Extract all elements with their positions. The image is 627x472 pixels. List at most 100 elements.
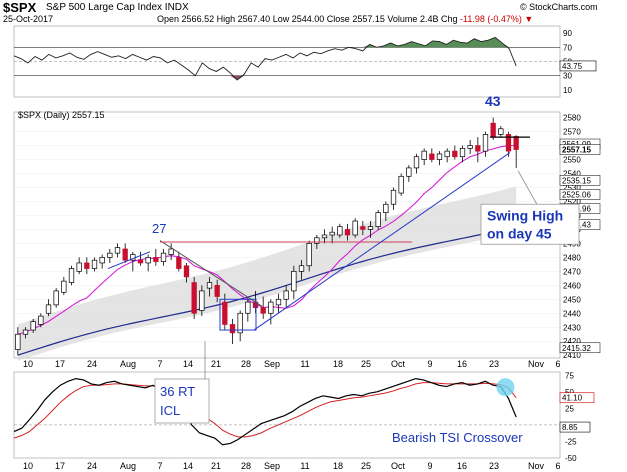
candle — [91, 257, 98, 272]
candle — [344, 223, 351, 241]
tsi-x-label: 11 — [300, 461, 309, 471]
price-badge-label: 2535.15 — [562, 176, 591, 185]
candle-body — [360, 226, 366, 230]
candle-body — [459, 147, 466, 158]
candle-body — [145, 257, 151, 264]
tsi-tick-label: 75 — [565, 371, 574, 380]
candle — [260, 296, 266, 319]
price-x-label: 9 — [427, 359, 432, 369]
candle — [206, 276, 213, 297]
candle-body — [490, 122, 496, 138]
price-badge-label: 2415.32 — [562, 344, 591, 353]
tsi-badge: 41.10 — [559, 392, 595, 404]
candle-body — [84, 262, 90, 269]
volume-label: Volume — [387, 14, 418, 24]
price-x-label: Aug — [120, 359, 136, 369]
brand-watermark: © StockCharts.com — [520, 2, 598, 12]
candle — [245, 296, 251, 322]
candle — [168, 243, 174, 261]
candle — [183, 262, 190, 283]
price-x-label: 17 — [55, 359, 65, 369]
candle-body — [344, 229, 351, 236]
rsi-overbought-fill — [14, 37, 517, 48]
low-value: 2544.00 — [291, 14, 325, 24]
candle-body — [498, 128, 504, 135]
signal-badge-box — [559, 421, 591, 433]
candle-body — [314, 237, 320, 244]
chart-date: 25-Oct-2017 — [3, 14, 54, 24]
candle — [436, 151, 443, 166]
candle-body — [275, 298, 282, 306]
tsi-x-label: Oct — [391, 461, 406, 471]
swing-high-box — [480, 203, 580, 245]
price-x-label: Sep — [264, 359, 280, 369]
price-x-label: 6 — [555, 359, 560, 369]
candle — [429, 148, 435, 163]
price-x-label: 18 — [333, 359, 343, 369]
candle — [475, 137, 481, 163]
price-tick-label: 2420 — [563, 337, 581, 346]
crossover-highlight — [496, 378, 515, 397]
candle-body — [337, 226, 343, 236]
candle — [306, 240, 312, 272]
open-value: 2566.52 — [181, 14, 215, 24]
swing-high-pointer — [517, 170, 541, 211]
candle-body — [191, 282, 197, 314]
tsi-x-label: 23 — [489, 461, 499, 471]
bollinger-band — [17, 186, 517, 361]
candle-body — [321, 234, 328, 239]
candle — [176, 251, 182, 272]
candle — [513, 135, 519, 168]
price-tick-label: 2540 — [563, 170, 581, 179]
chg-label: Chg — [440, 14, 458, 24]
candle — [367, 221, 374, 238]
candle — [459, 145, 466, 163]
volume-value: 2.4B — [419, 14, 439, 24]
price-panel-title: $SPX (Daily) 2557.15 — [18, 110, 105, 120]
candle-body — [61, 280, 67, 293]
candle-body — [99, 257, 105, 264]
candle-body — [429, 153, 435, 160]
candle — [375, 209, 381, 230]
candle-body — [452, 150, 458, 158]
price-badge: 2557.15 — [559, 144, 601, 155]
chg-value: -11.98 (-0.47%) — [460, 14, 522, 24]
candle — [199, 285, 205, 317]
candle — [467, 139, 473, 154]
price-badge: 2415.32 — [559, 342, 601, 354]
candle-body — [176, 257, 182, 269]
rsi-tick-label: 30 — [563, 72, 572, 81]
candle — [352, 218, 358, 238]
tsi-tick-label: 50 — [565, 388, 574, 397]
tsi-x-label: 28 — [241, 461, 251, 471]
candle-body — [352, 220, 358, 236]
candle-body — [390, 189, 397, 205]
candle — [505, 131, 512, 157]
candle — [137, 251, 144, 266]
tsi-value: 41.10 — [562, 394, 583, 403]
candle — [337, 223, 343, 238]
price-badge-box — [559, 175, 601, 186]
candle — [38, 313, 44, 328]
down-arrow-icon: ▼ — [524, 14, 534, 24]
candle-body — [291, 270, 297, 292]
rsi-tick-label: 10 — [563, 86, 572, 95]
candle-body — [436, 153, 443, 160]
signal-badge: 8.85 — [559, 421, 591, 433]
ticker-symbol: $SPX — [3, 0, 37, 15]
price-x-label: 14 — [183, 359, 193, 369]
tsi-x-label: 10 — [23, 461, 33, 471]
candle-body — [482, 134, 489, 152]
candle — [360, 221, 366, 235]
price-tick-label: 2570 — [563, 128, 581, 137]
price-x-label: 28 — [241, 359, 251, 369]
close-value: 2557.15 — [352, 14, 385, 24]
candle-body — [114, 247, 121, 254]
tsi-frame — [13, 371, 561, 459]
candle-body — [444, 150, 450, 158]
tsi-tick-label: -50 — [565, 454, 577, 463]
price-x-label: 21 — [211, 359, 221, 369]
price-tick-label: 2440 — [563, 309, 581, 318]
candle-body — [375, 212, 381, 227]
open-label: Open — [157, 14, 180, 24]
